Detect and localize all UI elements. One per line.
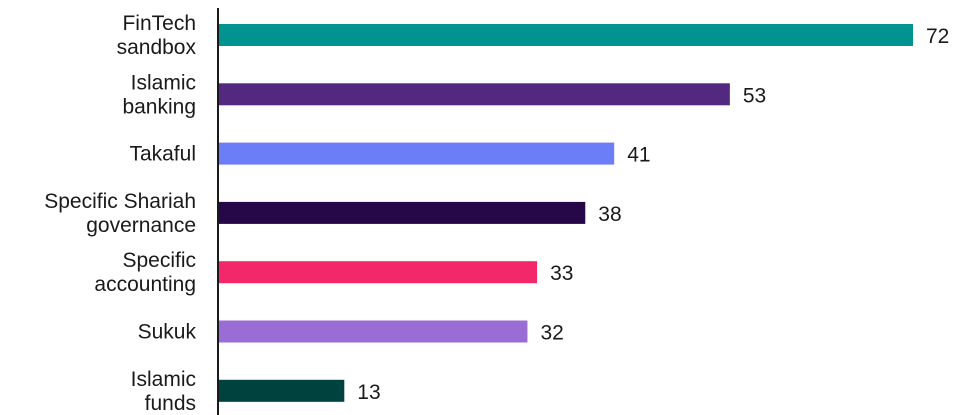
value-label-islamic-banking: 53 <box>743 84 766 107</box>
value-label-specific-shariah-governance: 38 <box>598 203 621 226</box>
value-label-islamic-funds: 13 <box>357 381 380 404</box>
bars-layer <box>219 24 913 402</box>
bar-sukuk <box>219 320 528 343</box>
bar-specific-accounting <box>219 261 538 284</box>
category-label-fintech-sandbox: FinTech sandbox <box>117 12 197 59</box>
value-label-takaful: 41 <box>627 144 650 167</box>
category-label-islamic-banking: Islamic banking <box>122 71 196 118</box>
category-label-line: governance <box>86 214 196 237</box>
category-label-line: Specific <box>122 249 196 272</box>
category-label-specific-shariah-governance: Specific Shariah governance <box>44 190 196 237</box>
category-label-line: Islamic <box>131 71 196 94</box>
category-label-sukuk: Sukuk <box>138 321 197 344</box>
category-label-line: accounting <box>94 273 196 296</box>
category-label-line: Sukuk <box>138 321 197 344</box>
category-label-line: Islamic <box>131 368 196 391</box>
bar-fintech-sandbox <box>219 24 913 46</box>
value-labels: 72 53 41 38 33 32 13 <box>357 25 949 404</box>
category-label-takaful: Takaful <box>129 143 196 166</box>
category-label-specific-accounting: Specific accounting <box>94 249 196 296</box>
category-label-line: sandbox <box>117 36 197 59</box>
bar-islamic-banking <box>219 83 730 106</box>
category-label-islamic-funds: Islamic funds <box>131 368 196 415</box>
category-label-line: banking <box>122 95 196 118</box>
category-label-line: Takaful <box>129 143 196 166</box>
category-label-line: Specific Shariah <box>44 190 196 213</box>
category-label-line: FinTech <box>122 12 196 35</box>
value-label-specific-accounting: 33 <box>550 262 573 285</box>
bar-islamic-funds <box>219 379 345 402</box>
bar-specific-shariah-governance <box>219 201 586 224</box>
category-label-line: funds <box>145 392 196 415</box>
bar-takaful <box>219 142 615 165</box>
value-label-sukuk: 32 <box>540 322 563 345</box>
value-label-fintech-sandbox: 72 <box>926 25 949 48</box>
